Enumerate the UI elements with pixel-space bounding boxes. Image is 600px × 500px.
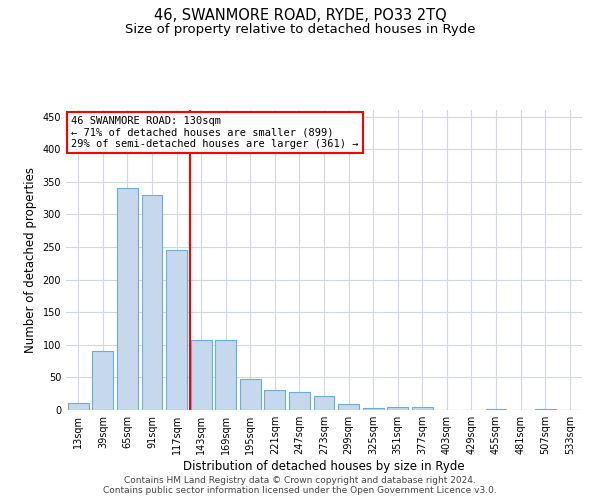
Y-axis label: Number of detached properties: Number of detached properties: [24, 167, 37, 353]
Bar: [338, 404, 359, 410]
Bar: [68, 404, 89, 410]
Bar: [166, 250, 187, 410]
Bar: [412, 408, 433, 410]
X-axis label: Distribution of detached houses by size in Ryde: Distribution of detached houses by size …: [183, 460, 465, 473]
Bar: [387, 406, 408, 410]
Bar: [265, 390, 286, 410]
Bar: [117, 188, 138, 410]
Bar: [485, 408, 506, 410]
Bar: [215, 340, 236, 410]
Text: Size of property relative to detached houses in Ryde: Size of property relative to detached ho…: [125, 22, 475, 36]
Text: 46 SWANMORE ROAD: 130sqm
← 71% of detached houses are smaller (899)
29% of semi-: 46 SWANMORE ROAD: 130sqm ← 71% of detach…: [71, 116, 359, 149]
Bar: [142, 195, 163, 410]
Bar: [289, 392, 310, 410]
Text: 46, SWANMORE ROAD, RYDE, PO33 2TQ: 46, SWANMORE ROAD, RYDE, PO33 2TQ: [154, 8, 446, 22]
Bar: [92, 352, 113, 410]
Bar: [191, 340, 212, 410]
Bar: [240, 380, 261, 410]
Bar: [362, 408, 383, 410]
Bar: [314, 396, 334, 410]
Text: Contains HM Land Registry data © Crown copyright and database right 2024.
Contai: Contains HM Land Registry data © Crown c…: [103, 476, 497, 495]
